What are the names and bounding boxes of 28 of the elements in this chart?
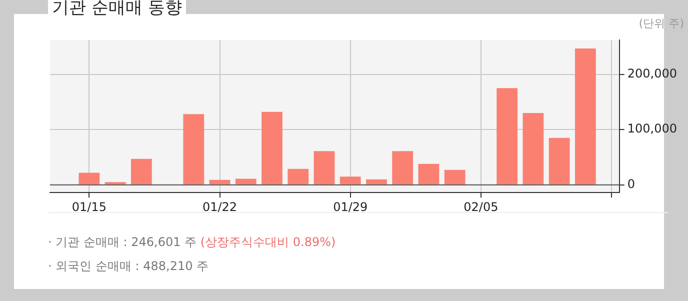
bar [235,178,256,184]
text: (상장주식수대비 0.89%) [200,235,336,249]
x-tick-label: 01/22 [202,200,238,214]
bar [183,114,204,184]
text: · 기관 순매매 : 246,601 주 [48,235,197,249]
bar [314,151,335,184]
bar [262,112,282,184]
chart-title: 기관 순매매 동향 [48,0,186,19]
bar [444,170,466,184]
bar [392,151,414,184]
bar [574,48,596,184]
bar [548,138,570,184]
bar [340,176,361,184]
bar [366,179,387,184]
bar [130,158,152,184]
y-tick-label: 100,000 [627,122,677,136]
x-tick-label: 01/29 [333,200,368,214]
bar [496,88,518,184]
x-tick-label: 02/05 [464,200,498,214]
y-tick-label: 0 [627,176,636,191]
text: · 외국인 순매매 : 488,210 주 [48,258,209,275]
x-tick-label: 01/15 [72,200,106,214]
bar [522,112,544,184]
bar [78,172,100,184]
y-tick-label: 200,000 [627,66,677,80]
bar [288,168,309,184]
bar [418,164,440,184]
bar [209,180,230,184]
